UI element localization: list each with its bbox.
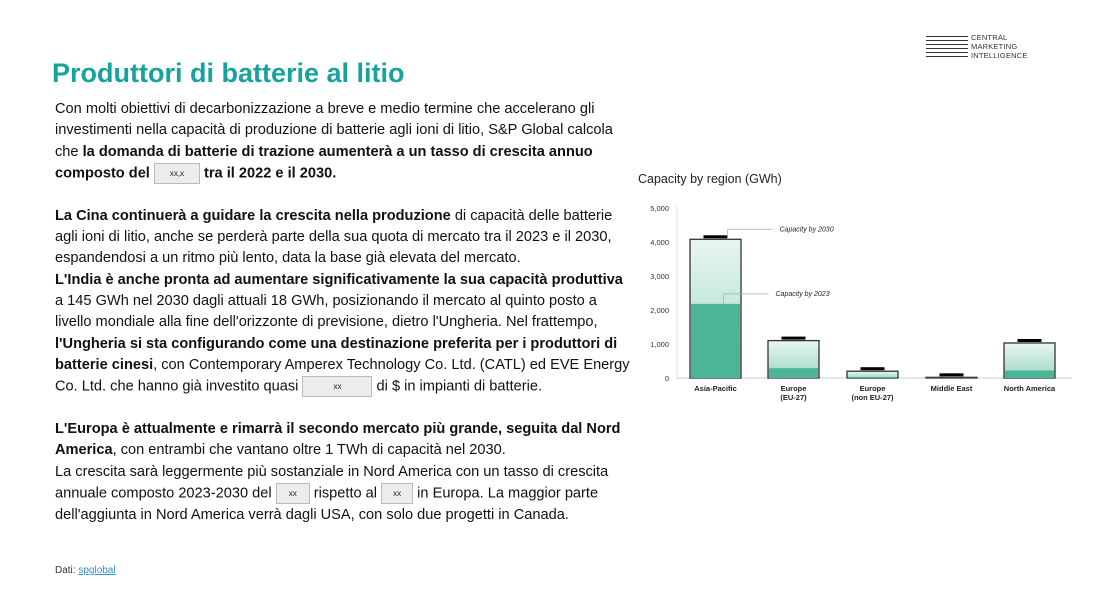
- paragraph-3: L'Europa è attualmente e rimarrà il seco…: [55, 421, 621, 523]
- y-tick-label: 3,000: [650, 272, 669, 281]
- logo-mark-icon: [926, 35, 968, 58]
- x-tick-label: Middle East: [931, 384, 973, 393]
- placeholder-na-cagr: xx: [275, 483, 310, 505]
- bar-cap: [939, 373, 964, 377]
- placeholder-eu-cagr: xx: [381, 483, 414, 505]
- bar-cap: [703, 235, 728, 239]
- source-link[interactable]: spglobal: [78, 565, 116, 576]
- y-tick-label: 0: [665, 374, 669, 383]
- page-title: Produttori di batterie al litio: [52, 58, 405, 88]
- bar-cap: [860, 367, 885, 371]
- bar-2023: [848, 376, 897, 378]
- bar-cap: [1017, 338, 1042, 342]
- annotation-2023: Capacity by 2023: [776, 291, 830, 298]
- paragraph-2: La Cina continuerà a guidare la crescita…: [55, 206, 633, 398]
- body-text: Con molti obiettivi di decarbonizzazione…: [55, 99, 633, 547]
- placeholder-cagr: xx,x: [153, 162, 200, 184]
- y-tick-label: 4,000: [650, 238, 669, 247]
- placeholder-investment: xx: [302, 376, 373, 398]
- x-tick-label: Asia-Pacific: [694, 384, 737, 393]
- x-tick-label: (non EU-27): [851, 393, 894, 402]
- x-tick-label: (EU-27): [780, 393, 807, 402]
- bar-2023: [769, 368, 818, 378]
- bar-2023: [691, 303, 740, 378]
- y-tick-label: 5,000: [650, 204, 669, 213]
- annotation-line-2030: [727, 228, 773, 240]
- source-note: Dati: spglobal: [55, 565, 116, 576]
- y-tick-label: 2,000: [650, 306, 669, 315]
- logo: CENTRAL MARKETING INTELLIGENCE: [926, 33, 1028, 60]
- bar-cap: [781, 336, 806, 340]
- x-tick-label: North America: [1004, 384, 1056, 393]
- bar-2023: [1005, 370, 1054, 378]
- paragraph-1: Con molti obiettivi di decarbonizzazione…: [55, 99, 633, 185]
- x-tick-label: Europe: [860, 384, 886, 393]
- x-tick-label: Europe: [781, 384, 807, 393]
- capacity-chart: 0 1,000 2,000 3,000 4,000 5,000 Asia-Pacific Eu…: [650, 204, 1072, 402]
- annotation-2030: Capacity by 2030: [780, 226, 834, 233]
- logo-text: CENTRAL MARKETING INTELLIGENCE: [971, 33, 1028, 60]
- annotation-line-2023: [723, 293, 769, 304]
- y-tick-label: 1,000: [650, 340, 669, 349]
- chart-title: Capacity by region (GWh): [638, 172, 782, 186]
